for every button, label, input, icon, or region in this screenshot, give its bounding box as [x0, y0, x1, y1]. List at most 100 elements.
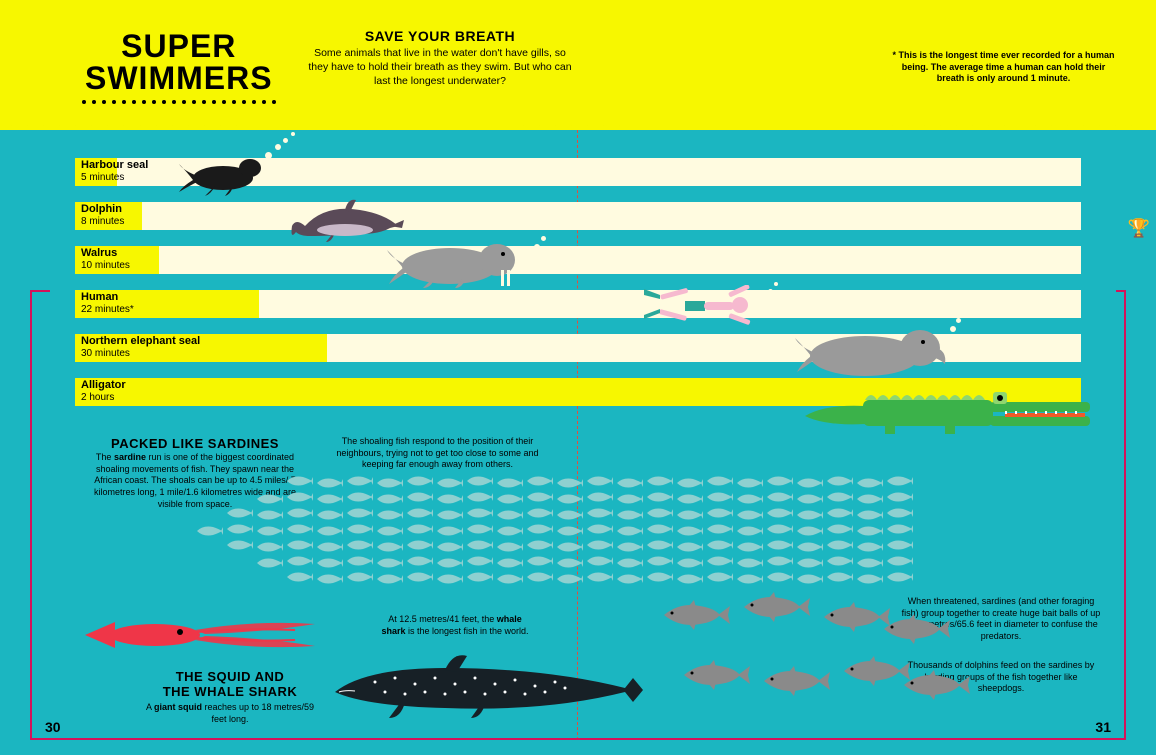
bar-row: Northern elephant seal30 minutes [75, 334, 1081, 362]
sardine-icon [525, 507, 553, 519]
bar-time: 10 minutes [81, 260, 130, 271]
sardine-icon [705, 507, 733, 519]
sardine-icon [495, 509, 523, 521]
sardine-icon [465, 491, 493, 503]
sardine-icon [405, 475, 433, 487]
sardine-icon [645, 571, 673, 583]
sardine-icon [525, 475, 553, 487]
sardine-icon [255, 525, 283, 537]
sardine-icon [405, 491, 433, 503]
sardine-icon [675, 557, 703, 569]
sardine-icon [795, 541, 823, 553]
sardine-icon [765, 475, 793, 487]
sardine-icon [735, 525, 763, 537]
sardine-icon [285, 539, 313, 551]
sardine-icon [885, 571, 913, 583]
sardine-icon [795, 477, 823, 489]
sardine-icon [885, 555, 913, 567]
page-number-left: 30 [45, 719, 61, 735]
sardine-icon [795, 525, 823, 537]
sardine-icon [525, 523, 553, 535]
sardine-icon [675, 509, 703, 521]
subtitle-heading: SAVE YOUR BREATH [305, 28, 575, 44]
sardine-icon [225, 539, 253, 551]
sardine-icon [675, 573, 703, 585]
sardine-icon [705, 539, 733, 551]
bar-label: Northern elephant seal [81, 335, 200, 347]
sardine-icon [405, 507, 433, 519]
sardine-icon [615, 509, 643, 521]
bar-label: Walrus [81, 247, 117, 259]
sardine-icon [705, 523, 733, 535]
sardine-icon [315, 541, 343, 553]
sardine-icon [315, 509, 343, 521]
sardine-icon [225, 507, 253, 519]
sardine-icon [855, 541, 883, 553]
sardine-icon [825, 539, 853, 551]
bar-label: Dolphin [81, 203, 122, 215]
tuna-icon [880, 614, 950, 644]
sardine-icon [315, 493, 343, 505]
sardine-icon [735, 509, 763, 521]
sardine-icon [735, 573, 763, 585]
squid-title: THE SQUID AND THE WHALE SHARK [140, 670, 320, 700]
sardine-shoal [155, 475, 915, 595]
sardine-icon [825, 571, 853, 583]
sardine-icon [615, 541, 643, 553]
sardine-icon [585, 507, 613, 519]
spread: SUPER SWIMMERS SAVE YOUR BREATH Some ani… [0, 0, 1156, 755]
sardine-icon [735, 557, 763, 569]
bar-fill [75, 378, 1081, 406]
sardine-icon [885, 523, 913, 535]
sardine-icon [465, 555, 493, 567]
sardine-icon [495, 541, 523, 553]
footnote: * This is the longest time ever recorded… [891, 50, 1116, 85]
sardine-icon [375, 509, 403, 521]
subtitle-block: SAVE YOUR BREATH Some animals that live … [305, 28, 575, 89]
sardine-icon [555, 573, 583, 585]
sardine-icon [315, 573, 343, 585]
sardine-icon [765, 539, 793, 551]
bar-row: Human22 minutes* [75, 290, 1081, 318]
sardine-icon [495, 525, 523, 537]
title-line-1: SUPER [121, 28, 236, 64]
sardine-icon [855, 509, 883, 521]
sardine-icon [465, 571, 493, 583]
sardine-icon [825, 475, 853, 487]
sardine-icon [345, 507, 373, 519]
sardine-icon [435, 557, 463, 569]
sardine-icon [795, 573, 823, 585]
sardine-icon [765, 571, 793, 583]
sardine-icon [495, 573, 523, 585]
sardine-icon [525, 491, 553, 503]
sardine-icon [435, 525, 463, 537]
sardine-icon [435, 493, 463, 505]
sardine-icon [315, 557, 343, 569]
sardine-icon [375, 541, 403, 553]
sardine-icon [255, 509, 283, 521]
sardine-icon [255, 493, 283, 505]
sardine-icon [405, 523, 433, 535]
sardine-icon [315, 477, 343, 489]
sardine-icon [765, 491, 793, 503]
sardine-icon [405, 571, 433, 583]
sardine-icon [855, 557, 883, 569]
bar-row: Harbour seal5 minutes [75, 158, 1081, 186]
sardine-icon [375, 477, 403, 489]
sardine-icon [735, 477, 763, 489]
sardine-icon [735, 493, 763, 505]
sardine-icon [495, 477, 523, 489]
sardine-icon [675, 493, 703, 505]
sardine-icon [615, 557, 643, 569]
sardines-title: PACKED LIKE SARDINES [95, 436, 295, 451]
bar-time: 30 minutes [81, 348, 130, 359]
sardine-icon [495, 557, 523, 569]
sardine-icon [585, 571, 613, 583]
title-underline [80, 98, 280, 106]
sardine-icon [615, 477, 643, 489]
frame [30, 290, 50, 292]
header: SUPER SWIMMERS SAVE YOUR BREATH Some ani… [0, 0, 1156, 130]
sardine-icon [555, 493, 583, 505]
sardine-icon [735, 541, 763, 553]
sardine-icon [525, 571, 553, 583]
